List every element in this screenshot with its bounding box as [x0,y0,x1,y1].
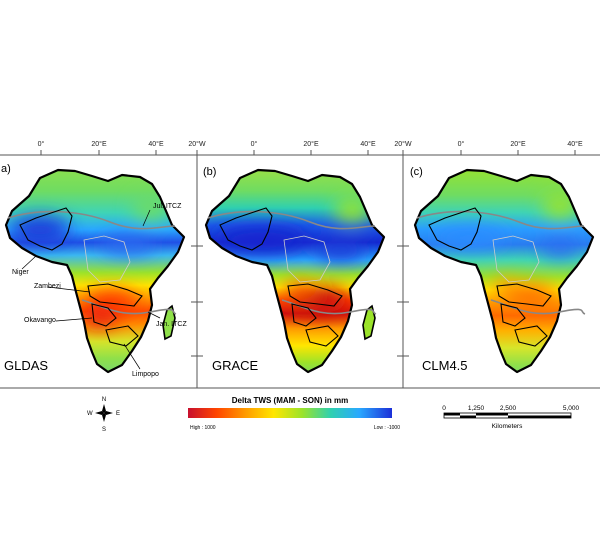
tick-label-lon: 20°W [188,140,206,148]
tick-label-lon: 0° [458,140,465,148]
scale-bar: 0 1,250 2,500 5,000 Kilometers [442,405,579,430]
madagascar [162,304,176,341]
north-label: N [102,397,106,403]
scale-tick-label: 5,000 [563,405,580,412]
tick-label-lon: 0° [38,140,45,148]
tick-label-lon: 20°E [510,140,526,148]
congo-basin-outline [283,235,331,283]
tick-label-lon: 40°E [567,140,583,148]
label-jul-itcz: Jul. ITCZ [153,203,182,210]
label-okavango: Okavango [24,317,56,324]
africa-outline [204,168,386,374]
scale-tick-label: 1,250 [468,405,485,412]
panel-letter: (b) [203,166,216,178]
panel-clm45: (c) CLM4.5 [410,166,595,374]
panel-model-label: GRACE [212,358,259,373]
panel-letter: (c) [410,166,423,178]
congo-basin-outline [492,235,540,283]
limpopo-basin [305,325,339,347]
niger-basin [219,207,273,251]
zambezi-basin [87,283,143,307]
itcz-july-line [416,210,585,230]
limpopo-basin [105,325,139,347]
tick-label-lon: 40°E [148,140,164,148]
label-zambezi: Zambezi [34,283,61,290]
panel-frame [0,150,600,389]
tick-label-lon: 40°E [360,140,376,148]
tws-field-grace [206,170,384,372]
legend-high-label: High : 1000 [190,425,216,431]
itcz-july-line [207,210,376,230]
color-legend: Delta TWS (MAM - SON) in mm High : 1000 … [188,396,400,431]
label-niger: Niger [12,269,29,276]
okavango-basin [91,303,117,327]
tick-label-lon: 20°W [394,140,412,148]
zambezi-basin [287,283,343,307]
tick-label-lon: 20°E [91,140,107,148]
legend-low-label: Low : -1000 [374,425,400,431]
east-label: E [116,411,120,417]
panel-model-label: CLM4.5 [422,358,468,373]
niger-basin [428,207,482,251]
panel-gldas: Jul. ITCZ Niger Zambezi Okavango Jan. IT… [1,163,187,378]
scale-tick-label: 0 [442,405,446,412]
legend-title: Delta TWS (MAM - SON) in mm [232,396,348,405]
tick-label-lon: 20°E [303,140,319,148]
panel-letter: a) [1,163,11,175]
south-label: S [102,427,106,433]
zambezi-basin [496,283,552,307]
tws-field-gldas [6,170,184,372]
west-label: W [87,411,93,417]
panel-model-label: GLDAS [4,358,48,373]
congo-basin-outline [83,235,131,283]
niger-basin [19,207,73,251]
okavango-basin [291,303,317,327]
africa-outline [4,168,186,374]
tick-label-lon: 0° [251,140,258,148]
panel-grace: (b) GRACE [203,166,386,374]
north-arrow: N S E W [87,397,120,433]
madagascar [362,304,376,341]
limpopo-basin [514,325,548,347]
scale-tick-label: 2,500 [500,405,517,412]
label-limpopo: Limpopo [132,371,159,378]
legend-colorbar [188,408,392,418]
okavango-basin [500,303,526,327]
label-jan-itcz: Jan. ITCZ [156,321,187,328]
itcz-july-line [7,210,176,230]
scale-unit-label: Kilometers [492,423,523,430]
africa-outline [413,168,595,374]
